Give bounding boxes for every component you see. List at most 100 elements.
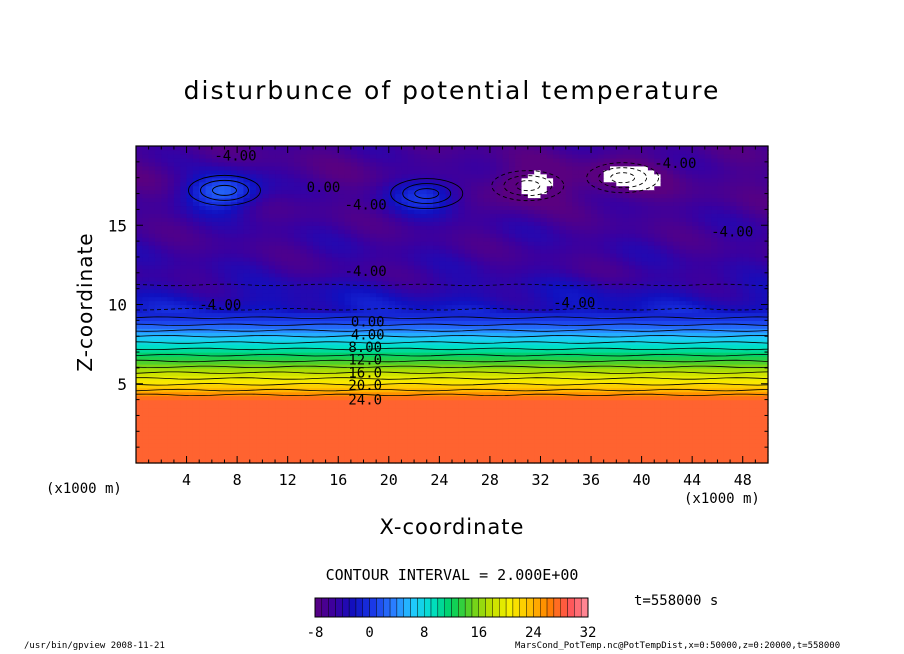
- heatmap-cell: [230, 356, 238, 361]
- heatmap-cell: [717, 391, 725, 397]
- heatmap-cell: [489, 431, 497, 436]
- heatmap-cell: [572, 447, 579, 452]
- heatmap-cell: [136, 272, 143, 278]
- heatmap-cell: [730, 276, 737, 282]
- heatmap-cell: [527, 451, 535, 456]
- heatmap-cell: [350, 280, 358, 286]
- heatmap-cell: [136, 320, 143, 325]
- heatmap-cell: [192, 304, 200, 310]
- heatmap-cell: [527, 431, 535, 436]
- heatmap-cell: [281, 443, 289, 448]
- heatmap-cell: [407, 459, 415, 464]
- heatmap-cell: [540, 320, 548, 325]
- heatmap-cell: [559, 344, 567, 349]
- heatmap-cell: [521, 304, 529, 310]
- heatmap-cell: [666, 336, 674, 341]
- heatmap-cell: [287, 451, 295, 456]
- heatmap-cell: [508, 379, 516, 385]
- heatmap-cell: [458, 324, 466, 329]
- heatmap-cell: [679, 296, 687, 302]
- heatmap-cell: [199, 383, 207, 389]
- heatmap-cell: [464, 344, 472, 349]
- heatmap-cell: [433, 292, 440, 298]
- heatmap-cell: [445, 344, 453, 349]
- heatmap-cell: [692, 344, 700, 349]
- heatmap-cell: [281, 439, 289, 444]
- heatmap-cell: [300, 284, 308, 290]
- heatmap-cell: [654, 288, 662, 294]
- heatmap-cell: [483, 451, 491, 456]
- heatmap-cell: [407, 379, 415, 385]
- heatmap-cell: [205, 415, 213, 421]
- heatmap-cell: [167, 379, 175, 385]
- heatmap-cell: [414, 272, 421, 278]
- heatmap-cell: [312, 367, 320, 373]
- heatmap-cell: [256, 443, 263, 448]
- heatmap-cell: [641, 439, 649, 444]
- heatmap-cell: [439, 264, 447, 270]
- heatmap-cell: [635, 344, 643, 349]
- heatmap-cell: [445, 324, 453, 329]
- heatmap-cell: [186, 451, 194, 456]
- heatmap-cell: [584, 375, 592, 381]
- heatmap-cell: [591, 451, 598, 456]
- heatmap-cell: [546, 268, 554, 274]
- heatmap-cell: [262, 300, 270, 306]
- heatmap-cell: [666, 363, 674, 369]
- heatmap-cell: [325, 320, 333, 325]
- heatmap-cell: [325, 367, 333, 373]
- heatmap-cell: [470, 371, 478, 377]
- heatmap-cell: [489, 395, 497, 401]
- heatmap-cell: [660, 367, 668, 373]
- heatmap-cell: [685, 403, 693, 409]
- heatmap-cell: [502, 276, 510, 282]
- heatmap-cell: [723, 387, 731, 393]
- heatmap-cell: [483, 443, 491, 448]
- heatmap-cell: [211, 292, 219, 298]
- heatmap-cell: [426, 383, 434, 389]
- heatmap-cell: [616, 459, 624, 464]
- heatmap-cell: [622, 451, 630, 456]
- heatmap-cell: [218, 280, 226, 286]
- heatmap-cell: [211, 308, 219, 314]
- heatmap-cell: [666, 359, 674, 365]
- heatmap-cell: [401, 383, 409, 389]
- heatmap-cell: [565, 363, 573, 369]
- heatmap-cell: [685, 359, 693, 365]
- heatmap-cell: [635, 316, 643, 321]
- heatmap-cell: [167, 415, 175, 421]
- heatmap-cell: [673, 304, 681, 310]
- heatmap-cell: [534, 312, 542, 317]
- heatmap-cell: [426, 356, 434, 361]
- heatmap-cell: [268, 324, 276, 329]
- heatmap-cell: [369, 296, 377, 302]
- heatmap-cell: [755, 403, 763, 409]
- heatmap-cell: [338, 288, 346, 294]
- heatmap-cell: [521, 399, 529, 405]
- heatmap-cell: [445, 455, 453, 460]
- heatmap-cell: [281, 455, 289, 460]
- heatmap-cell: [180, 455, 188, 460]
- heatmap-cell: [161, 451, 169, 456]
- heatmap-cell: [622, 435, 630, 440]
- heatmap-cell: [578, 371, 586, 377]
- heatmap-cell: [496, 375, 504, 381]
- heatmap-cell: [262, 391, 270, 397]
- heatmap-cell: [685, 415, 693, 421]
- heatmap-cell: [477, 459, 485, 464]
- heatmap-cell: [521, 455, 529, 460]
- heatmap-cell: [420, 284, 428, 290]
- heatmap-cell: [426, 308, 434, 314]
- heatmap-cell: [591, 407, 598, 413]
- heatmap-cell: [711, 332, 719, 337]
- heatmap-cell: [161, 435, 169, 440]
- heatmap-cell: [350, 348, 358, 353]
- heatmap-cell: [660, 431, 668, 436]
- heatmap-cell: [622, 459, 630, 464]
- heatmap-cell: [565, 419, 573, 424]
- heatmap-cell: [755, 336, 763, 341]
- heatmap-cell: [281, 447, 289, 452]
- heatmap-cell: [154, 344, 162, 349]
- heatmap-cell: [749, 459, 756, 464]
- heatmap-cell: [275, 439, 282, 444]
